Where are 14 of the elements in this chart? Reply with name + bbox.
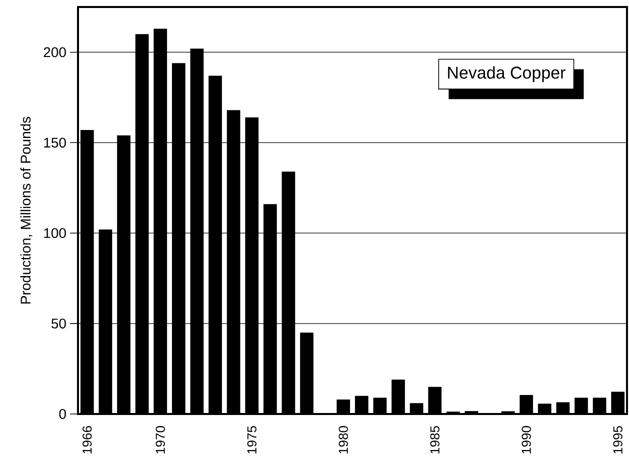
x-tick-label: 1990 <box>522 426 531 454</box>
y-tick-label: 100 <box>44 228 66 238</box>
x-tick-label: 1985 <box>430 426 440 454</box>
x-tick-label: 1975 <box>247 426 256 454</box>
x-tick-label: 1970 <box>156 426 165 454</box>
y-tick-label: 0 <box>59 409 66 419</box>
text: Nevada Copper <box>448 66 566 82</box>
y-tick-label: 50 <box>51 318 66 329</box>
y-tick-label: 200 <box>44 47 66 58</box>
y-axis-title: Production, Millions of Pounds <box>20 116 32 304</box>
x-tick-label: 1966 <box>82 426 92 454</box>
x-tick-label: 1995 <box>613 426 622 454</box>
x-tick-label: 1980 <box>338 426 348 454</box>
y-tick-label: 150 <box>44 138 66 148</box>
